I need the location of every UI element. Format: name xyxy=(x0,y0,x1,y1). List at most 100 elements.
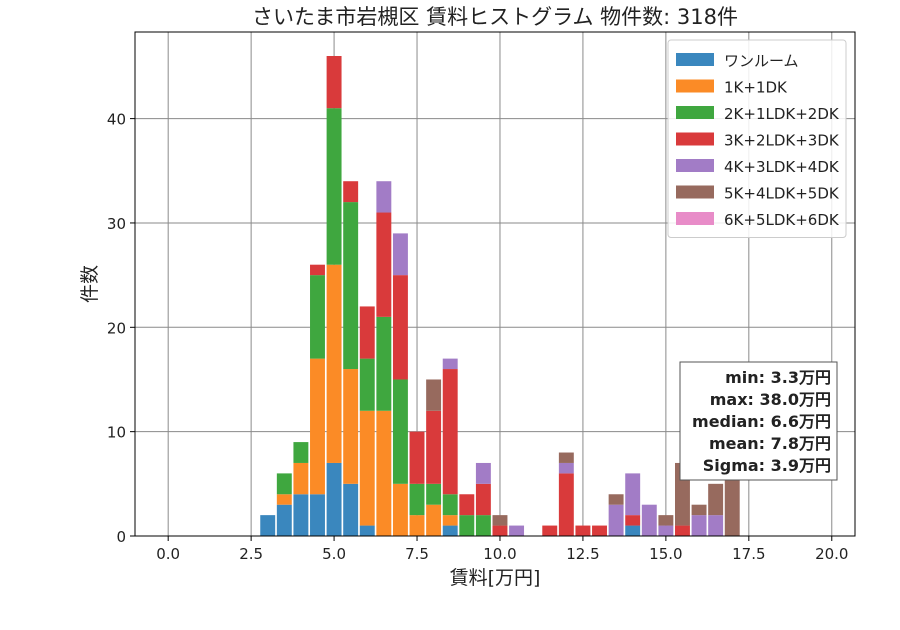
bar-segment xyxy=(310,264,325,276)
bar-segment xyxy=(326,462,342,536)
bar-segment xyxy=(310,358,325,495)
bar-segment xyxy=(392,379,408,484)
bar-segment xyxy=(658,525,674,536)
bar-segment xyxy=(625,473,641,516)
bar-segment xyxy=(376,181,392,213)
bar-segment xyxy=(426,483,442,505)
y-tick-label: 20 xyxy=(107,319,126,337)
x-tick-label: 7.5 xyxy=(405,545,429,563)
bar-segment xyxy=(509,525,525,536)
bar-segment xyxy=(359,410,375,526)
x-tick-label: 17.5 xyxy=(732,545,765,563)
bar-segment xyxy=(276,473,292,495)
bar-segment xyxy=(293,494,309,536)
legend-label: 1K+1DK xyxy=(724,79,788,97)
x-axis-label: 賃料[万円] xyxy=(450,567,541,589)
bar-segment xyxy=(475,483,491,516)
bar-segment xyxy=(475,515,491,536)
stats-line: Sigma: 3.9万円 xyxy=(703,456,831,475)
bar-segment xyxy=(359,525,375,536)
bar-segment xyxy=(608,494,624,505)
x-tick-label: 10.0 xyxy=(483,545,516,563)
x-tick-label: 5.0 xyxy=(322,545,346,563)
bar-segment xyxy=(558,462,574,474)
bar-segment xyxy=(475,462,491,484)
x-tick-label: 20.0 xyxy=(815,545,848,563)
x-tick-label: 0.0 xyxy=(156,545,180,563)
bar-segment xyxy=(343,483,359,536)
x-tick-label: 12.5 xyxy=(566,545,599,563)
legend: ワンルーム 1K+1DK 2K+1LDK+2DK 3K+2LDK+3DK 4K+3LDK… xyxy=(667,39,847,238)
bar-segment xyxy=(708,515,724,536)
legend-swatch xyxy=(676,185,714,199)
bar-segment xyxy=(359,306,375,359)
bar-segment xyxy=(310,494,325,536)
y-axis-label: 件数 xyxy=(79,265,101,303)
bar-segment xyxy=(426,504,442,536)
bar-segment xyxy=(691,504,707,516)
stats-frame xyxy=(679,361,838,481)
bar-segment xyxy=(691,515,707,536)
plot-frame xyxy=(134,31,856,537)
bar-segment xyxy=(442,525,458,536)
stats-line: min: 3.3万円 xyxy=(725,368,831,387)
legend-label: ワンルーム xyxy=(724,52,799,70)
bar-segment xyxy=(293,462,309,495)
legend-label: 3K+2LDK+3DK xyxy=(724,132,840,150)
bar-segment xyxy=(409,483,425,516)
bar-segment xyxy=(708,483,724,516)
y-tick-label: 10 xyxy=(107,424,126,442)
bar-segment xyxy=(343,181,359,203)
y-tick-label: 0 xyxy=(116,528,126,546)
bar-segment xyxy=(558,473,574,536)
legend-swatch xyxy=(676,159,714,172)
legend-label: 6K+5LDK+6DK xyxy=(724,211,840,229)
y-tick-label: 30 xyxy=(107,215,126,233)
x-axis-ticks: 0.0 2.5 5.0 7.5 10.0 12.5 15.0 17.5 20.0 xyxy=(156,536,848,563)
bar-segment xyxy=(608,504,624,536)
bar-segment xyxy=(293,442,309,463)
bar-segment xyxy=(376,410,392,536)
bar-segment xyxy=(276,504,292,536)
bar-segment xyxy=(459,515,475,536)
bar-segment xyxy=(343,202,359,370)
bar-segment xyxy=(492,525,508,536)
bar-segment xyxy=(442,494,458,516)
legend-label: 2K+1LDK+2DK xyxy=(724,105,840,123)
bar-segment xyxy=(675,525,690,536)
bar-segment xyxy=(392,233,408,276)
bar-segment xyxy=(724,473,740,536)
bar-segment xyxy=(392,483,408,536)
stats-line: median: 6.6万円 xyxy=(692,412,831,431)
bar-segment xyxy=(542,525,558,536)
bar-segment xyxy=(426,379,442,411)
bar-segment xyxy=(326,108,342,265)
bar-segment xyxy=(376,212,392,317)
bars xyxy=(260,56,740,536)
bar-segment xyxy=(625,525,641,536)
bar-segment xyxy=(426,410,442,484)
legend-swatch xyxy=(676,53,714,66)
bar-segment xyxy=(492,515,508,526)
stats-line: max: 38.0万円 xyxy=(710,390,831,409)
bar-segment xyxy=(326,56,342,109)
stats-line: mean: 7.8万円 xyxy=(709,434,831,453)
legend-swatch xyxy=(676,212,714,225)
legend-swatch xyxy=(676,79,714,93)
bar-segment xyxy=(359,358,375,411)
bar-segment xyxy=(409,515,425,536)
bar-segment xyxy=(442,369,458,495)
bar-segment xyxy=(592,525,607,536)
y-tick-label: 40 xyxy=(107,111,126,129)
bar-segment xyxy=(310,275,325,359)
bar-segment xyxy=(575,525,591,536)
bar-segment xyxy=(260,515,276,536)
bar-segment xyxy=(658,515,674,526)
bar-segment xyxy=(641,504,657,536)
bar-segment xyxy=(558,452,574,463)
x-tick-label: 15.0 xyxy=(649,545,682,563)
legend-swatch xyxy=(676,132,714,146)
bar-segment xyxy=(343,369,359,484)
legend-label: 5K+4LDK+5DK xyxy=(724,185,840,203)
